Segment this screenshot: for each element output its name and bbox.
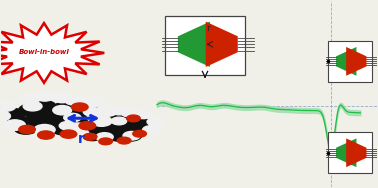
Circle shape bbox=[67, 123, 88, 133]
Text: Bowl-in-bowl: Bowl-in-bowl bbox=[19, 49, 70, 55]
Circle shape bbox=[91, 122, 102, 127]
Circle shape bbox=[102, 132, 113, 137]
Polygon shape bbox=[346, 138, 367, 167]
Circle shape bbox=[147, 118, 164, 126]
Circle shape bbox=[128, 118, 150, 129]
Circle shape bbox=[119, 117, 135, 125]
Circle shape bbox=[91, 116, 112, 126]
Circle shape bbox=[87, 114, 102, 122]
Circle shape bbox=[38, 124, 53, 132]
Polygon shape bbox=[178, 22, 210, 67]
Circle shape bbox=[112, 114, 125, 121]
Polygon shape bbox=[346, 47, 367, 76]
Circle shape bbox=[81, 97, 102, 107]
Circle shape bbox=[65, 96, 84, 105]
Circle shape bbox=[78, 124, 92, 131]
Circle shape bbox=[5, 108, 22, 117]
Circle shape bbox=[82, 113, 103, 124]
Circle shape bbox=[4, 120, 25, 130]
Circle shape bbox=[100, 133, 113, 139]
FancyBboxPatch shape bbox=[164, 16, 245, 75]
Circle shape bbox=[96, 133, 113, 141]
Circle shape bbox=[133, 130, 146, 137]
Circle shape bbox=[52, 92, 73, 103]
Circle shape bbox=[64, 113, 81, 122]
Circle shape bbox=[96, 113, 115, 123]
Polygon shape bbox=[336, 47, 356, 76]
Circle shape bbox=[7, 117, 33, 130]
Circle shape bbox=[96, 106, 118, 116]
FancyBboxPatch shape bbox=[328, 41, 372, 82]
Circle shape bbox=[53, 105, 72, 115]
Circle shape bbox=[123, 125, 134, 130]
Circle shape bbox=[110, 133, 126, 141]
Circle shape bbox=[86, 116, 107, 126]
Circle shape bbox=[27, 105, 80, 131]
Circle shape bbox=[23, 102, 42, 111]
Circle shape bbox=[60, 130, 77, 138]
Text: r: r bbox=[206, 24, 210, 33]
Circle shape bbox=[0, 111, 11, 121]
Circle shape bbox=[59, 121, 77, 130]
Circle shape bbox=[111, 117, 127, 125]
Circle shape bbox=[77, 120, 91, 126]
Circle shape bbox=[84, 133, 97, 140]
Circle shape bbox=[143, 126, 160, 134]
Circle shape bbox=[79, 106, 106, 120]
Polygon shape bbox=[0, 23, 104, 83]
Circle shape bbox=[83, 131, 102, 141]
Circle shape bbox=[79, 122, 96, 130]
Circle shape bbox=[97, 106, 112, 114]
Circle shape bbox=[91, 128, 102, 133]
Circle shape bbox=[67, 115, 81, 122]
Circle shape bbox=[102, 118, 113, 124]
Circle shape bbox=[99, 138, 112, 145]
Circle shape bbox=[19, 94, 40, 104]
Circle shape bbox=[28, 119, 42, 125]
FancyBboxPatch shape bbox=[328, 132, 372, 173]
Circle shape bbox=[19, 125, 35, 133]
Circle shape bbox=[42, 123, 56, 130]
Circle shape bbox=[125, 127, 142, 135]
Circle shape bbox=[52, 125, 73, 135]
Circle shape bbox=[60, 121, 73, 128]
Circle shape bbox=[74, 118, 94, 128]
Circle shape bbox=[77, 126, 99, 137]
Circle shape bbox=[0, 101, 16, 111]
Circle shape bbox=[135, 110, 152, 119]
Circle shape bbox=[55, 102, 71, 110]
Polygon shape bbox=[206, 22, 238, 67]
Circle shape bbox=[19, 104, 45, 117]
Circle shape bbox=[33, 101, 56, 113]
Circle shape bbox=[28, 111, 42, 118]
Text: r: r bbox=[78, 132, 85, 146]
Circle shape bbox=[42, 107, 56, 113]
Circle shape bbox=[121, 109, 136, 117]
Circle shape bbox=[117, 119, 128, 125]
Circle shape bbox=[83, 108, 101, 116]
Circle shape bbox=[117, 130, 128, 136]
Circle shape bbox=[71, 129, 89, 137]
Circle shape bbox=[65, 105, 85, 115]
Circle shape bbox=[131, 123, 148, 132]
Circle shape bbox=[123, 131, 140, 140]
Circle shape bbox=[117, 137, 131, 144]
Circle shape bbox=[66, 121, 93, 135]
Circle shape bbox=[14, 123, 38, 134]
Polygon shape bbox=[336, 138, 356, 167]
Circle shape bbox=[37, 131, 54, 139]
Circle shape bbox=[110, 106, 128, 115]
Circle shape bbox=[34, 124, 55, 135]
Circle shape bbox=[35, 92, 54, 101]
Circle shape bbox=[7, 114, 25, 123]
Circle shape bbox=[60, 108, 73, 115]
Circle shape bbox=[90, 117, 133, 138]
Circle shape bbox=[127, 115, 140, 122]
Circle shape bbox=[119, 130, 142, 141]
Circle shape bbox=[71, 103, 88, 111]
